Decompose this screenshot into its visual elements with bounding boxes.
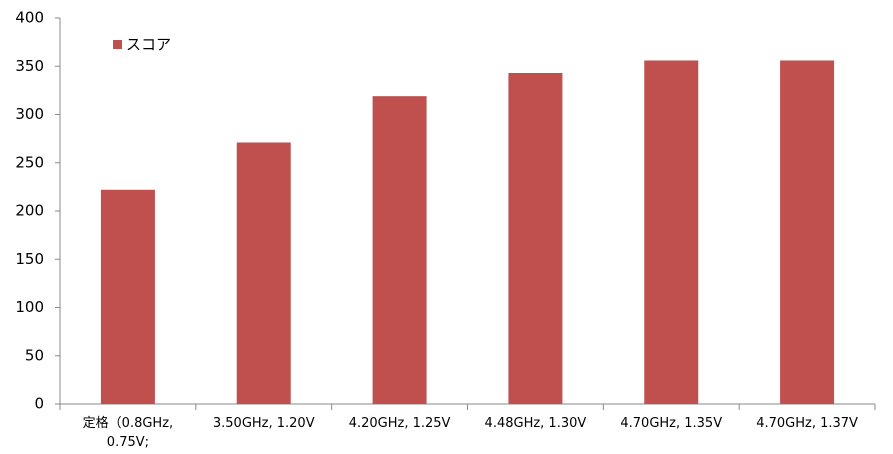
- x-tick-label: 4.70GHz, 1.37V: [756, 416, 858, 431]
- x-tick-label: 4.48GHz, 1.30V: [484, 416, 587, 431]
- bar: [644, 60, 699, 405]
- y-tick-label: 150: [15, 250, 44, 268]
- y-tick-label: 50: [25, 346, 44, 364]
- bar: [780, 60, 835, 405]
- legend-swatch: [113, 40, 122, 49]
- bar: [100, 189, 155, 404]
- y-tick-label: 350: [15, 57, 44, 75]
- y-tick-label: 300: [15, 105, 44, 123]
- x-tick-label: 4.70GHz, 1.35V: [620, 416, 723, 431]
- y-tick-label: 200: [15, 202, 44, 220]
- bar: [372, 96, 427, 404]
- y-tick-label: 400: [15, 9, 44, 27]
- y-tick-label: 0: [34, 395, 44, 413]
- y-tick-label: 100: [15, 298, 44, 316]
- x-tick-label: 3.50GHz, 1.20V: [212, 416, 315, 431]
- bar: [236, 142, 291, 405]
- y-tick-label: 250: [15, 153, 44, 171]
- x-tick-label: 定格（0.8GHz, 0.75V; 2.8GHz,0.95V）: [82, 416, 174, 450]
- legend-label: スコア: [126, 36, 171, 54]
- x-tick-label: 4.20GHz, 1.25V: [348, 416, 451, 431]
- bar: [508, 73, 563, 404]
